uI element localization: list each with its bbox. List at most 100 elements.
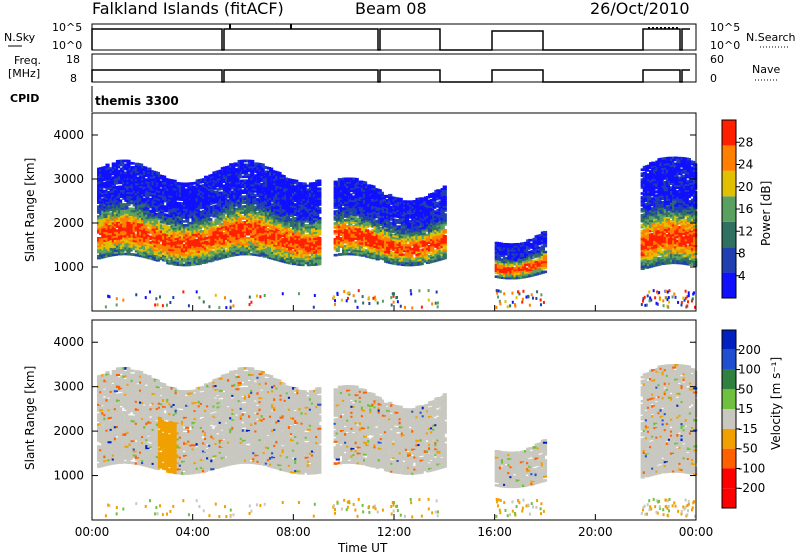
power-cell xyxy=(310,202,316,205)
power-cell xyxy=(317,209,322,212)
power-cell xyxy=(130,207,135,211)
power-cell xyxy=(358,239,363,243)
power-cell xyxy=(162,248,167,252)
power-cell xyxy=(197,186,202,190)
power-cell xyxy=(113,185,119,189)
power-cell xyxy=(143,243,148,247)
power-cell xyxy=(298,207,303,211)
power-cell xyxy=(256,243,261,247)
power-cell xyxy=(120,213,125,216)
power-cell xyxy=(231,166,236,170)
power-cell xyxy=(178,253,184,257)
power-cell xyxy=(386,219,391,222)
power-cell xyxy=(335,249,340,253)
power-cell xyxy=(277,255,282,258)
power-cell xyxy=(262,205,267,209)
power-cell xyxy=(149,197,154,201)
power-cell xyxy=(296,241,301,244)
power-cell xyxy=(197,226,202,230)
power-cell xyxy=(103,215,108,219)
power-cell xyxy=(398,259,403,262)
power-cell xyxy=(252,179,257,183)
power-cell xyxy=(281,244,286,247)
power-cell xyxy=(155,185,160,189)
power-cell xyxy=(185,192,190,195)
power-cell xyxy=(379,215,384,219)
power-cell xyxy=(333,232,338,235)
power-cell xyxy=(122,187,127,190)
power-cell xyxy=(151,226,156,229)
power-cell xyxy=(176,251,181,255)
power-cell xyxy=(365,219,370,223)
power-cell xyxy=(216,205,221,209)
power-cell xyxy=(273,249,278,253)
power-cell xyxy=(367,192,372,195)
power-cell xyxy=(126,221,131,224)
power-cell xyxy=(341,223,347,226)
freq-panel: Freq. [MHz] 18 8 60 0 Nave xyxy=(8,53,780,85)
power-cell xyxy=(115,197,121,201)
power-cell xyxy=(275,228,280,232)
power-cell xyxy=(283,201,288,204)
power-cell xyxy=(118,179,123,183)
power-cell xyxy=(266,188,272,192)
power-cell xyxy=(128,179,133,183)
power-cell xyxy=(128,213,133,216)
power-cell xyxy=(339,245,345,248)
power-cell xyxy=(222,220,228,223)
power-cell xyxy=(235,177,240,181)
power-cell xyxy=(273,230,278,233)
freq-label-1: Freq. xyxy=(14,54,41,67)
power-cell xyxy=(341,185,347,189)
power-cell xyxy=(210,241,215,244)
power-cell xyxy=(101,170,106,174)
power-cell xyxy=(335,219,340,223)
power-cell xyxy=(375,206,380,209)
power-cell xyxy=(109,188,114,192)
power-cell xyxy=(258,204,263,208)
power-cell xyxy=(143,188,148,191)
power-cell xyxy=(189,188,194,191)
power-cell xyxy=(197,204,202,208)
power-cell xyxy=(231,232,236,235)
power-cell xyxy=(392,252,397,255)
power-cell xyxy=(258,226,263,230)
power-cell xyxy=(300,245,305,249)
power-cell xyxy=(256,247,261,251)
power-cell xyxy=(356,225,361,229)
power-cell xyxy=(365,201,370,205)
power-cell xyxy=(136,250,142,253)
power-cell xyxy=(287,233,293,237)
power-cell xyxy=(317,193,322,196)
power-cell xyxy=(275,216,280,220)
power-cell xyxy=(306,257,311,261)
power-cell xyxy=(138,169,144,173)
power-cell xyxy=(168,200,173,204)
power-cell xyxy=(193,211,198,215)
power-cell xyxy=(258,188,263,192)
power-cell xyxy=(269,213,274,216)
power-cell xyxy=(164,233,169,237)
power-cell xyxy=(289,230,295,234)
power-cell xyxy=(317,197,322,200)
power-cell xyxy=(317,240,322,244)
cpid-label: CPID xyxy=(10,92,39,105)
power-cell xyxy=(344,250,349,254)
power-cell xyxy=(400,209,405,213)
power-cell xyxy=(277,181,282,185)
power-cell xyxy=(398,255,403,258)
power-cell xyxy=(407,245,412,249)
power-cell xyxy=(231,212,236,215)
power-cell xyxy=(222,253,228,257)
power-cell xyxy=(306,249,311,253)
power-cell xyxy=(197,200,202,204)
power-cell xyxy=(145,208,150,212)
power-cell xyxy=(296,205,301,209)
power-cell xyxy=(365,187,370,191)
power-cell xyxy=(101,178,106,182)
power-cell xyxy=(252,217,257,221)
power-cell xyxy=(279,176,284,180)
power-cell xyxy=(317,219,322,222)
power-cell xyxy=(189,211,194,215)
power-cell xyxy=(229,163,234,166)
